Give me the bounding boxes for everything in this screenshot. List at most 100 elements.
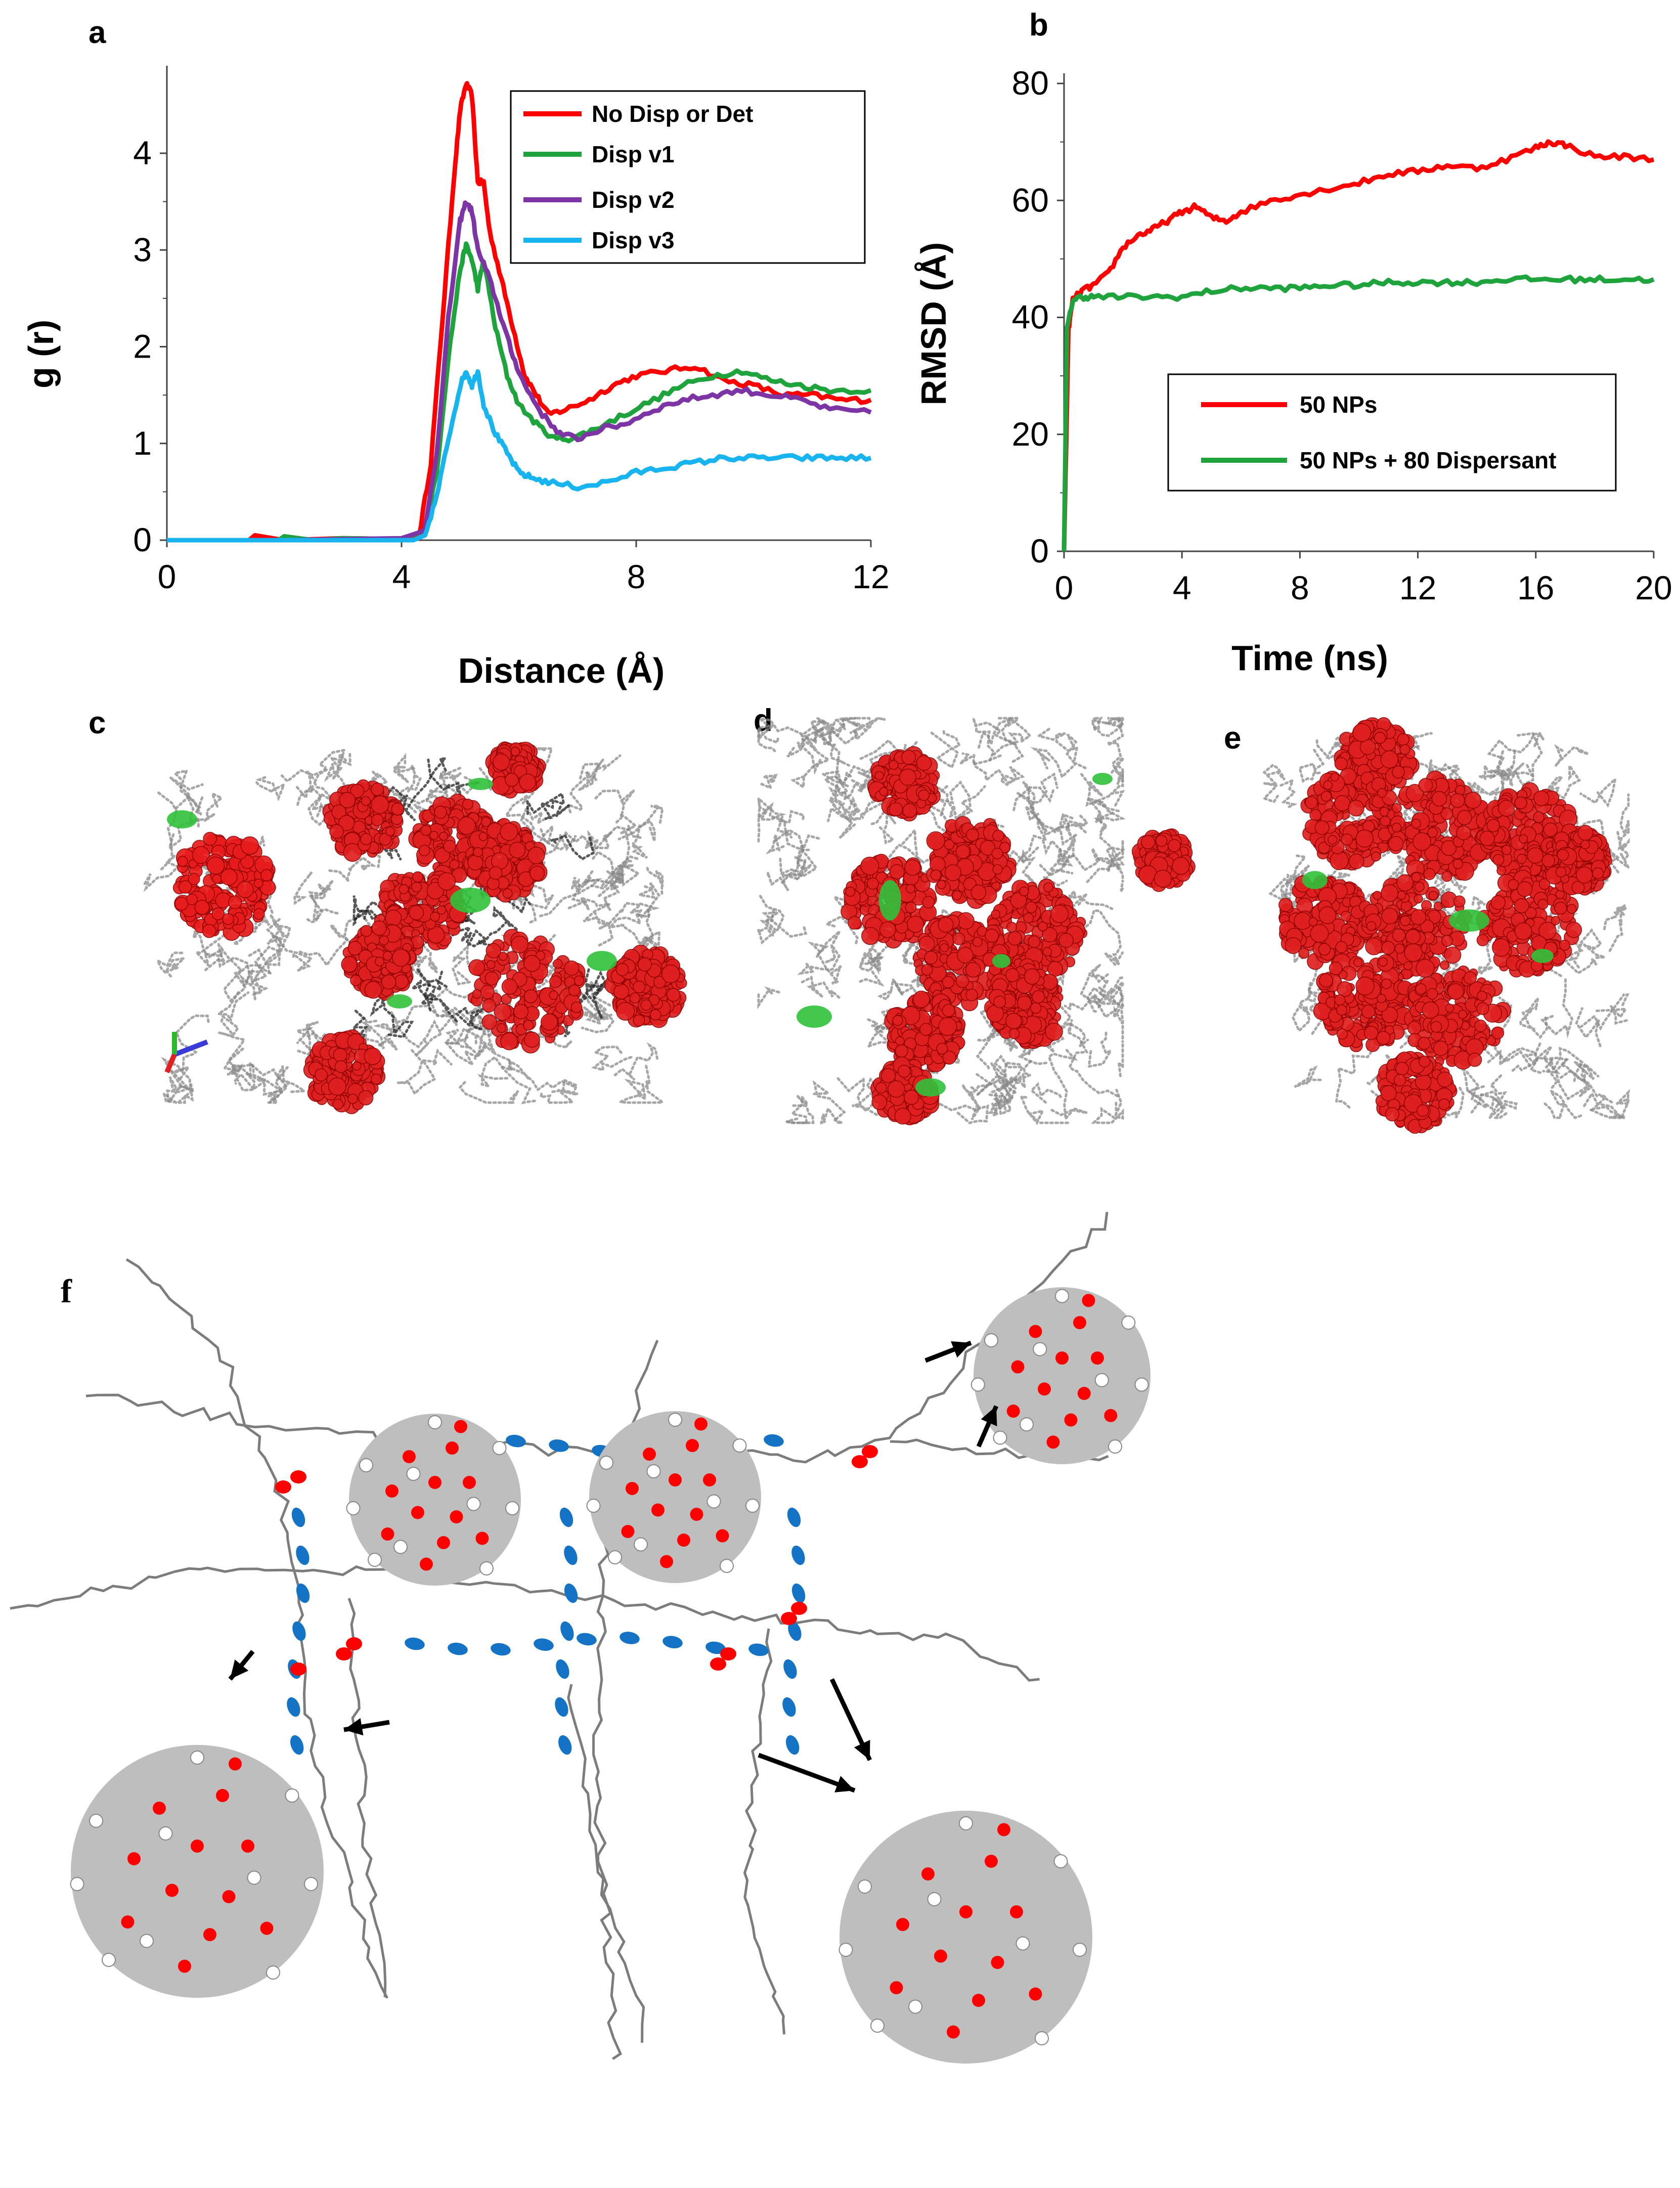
nanoparticle-bead xyxy=(500,1032,518,1051)
nanoparticle-bead xyxy=(347,1093,358,1104)
dispersant-fragment xyxy=(1092,773,1113,785)
nanoparticle-bead xyxy=(338,815,355,832)
active-site-red xyxy=(454,1420,467,1433)
polymer-chain xyxy=(1554,744,1589,767)
nanoparticle-bead xyxy=(391,802,405,816)
nanoparticle-bead xyxy=(1381,941,1395,955)
chart-a-legend: No Disp or Det Disp v1 Disp v2 Disp v3 xyxy=(510,90,866,264)
dispersant-bead-blue xyxy=(534,1638,554,1651)
surface-site-white xyxy=(492,1441,507,1455)
legend-label-b-0: 50 NPs xyxy=(1300,391,1377,418)
nanoparticle-bead xyxy=(1533,811,1545,823)
nanoparticle-bead xyxy=(1017,995,1032,1011)
surface-site-white xyxy=(479,1561,494,1576)
nanoparticle-bead xyxy=(549,975,562,988)
nanoparticle-bead xyxy=(861,927,879,945)
dispersant-bead-blue xyxy=(506,1434,526,1448)
nanoparticle-bead xyxy=(486,960,496,969)
polymer-chain xyxy=(304,1021,326,1056)
nanoparticle-bead xyxy=(370,1073,382,1085)
nanoparticle-bead xyxy=(480,817,491,827)
polymer-chain xyxy=(542,824,642,856)
nanoparticle-bead xyxy=(1366,921,1377,931)
nanoparticle-bead xyxy=(437,872,456,891)
nanoparticle-bead xyxy=(1450,793,1465,808)
surface-site-white xyxy=(393,1540,408,1554)
nanoparticle-bead xyxy=(1554,901,1567,915)
nanoparticle-bead xyxy=(1464,792,1482,809)
dispersant-bead-blue xyxy=(291,1507,305,1527)
series-line-disp-v2 xyxy=(167,200,872,543)
polymer-chain xyxy=(267,913,314,972)
nanoparticle-bead xyxy=(637,957,652,972)
nanoparticle-bead xyxy=(888,1080,905,1098)
polymer-chain-dark xyxy=(477,905,519,948)
nanoparticle-bead xyxy=(553,958,563,969)
nanoparticle-bead xyxy=(866,877,879,890)
nanoparticle-bead xyxy=(240,855,254,869)
nanoparticle-bead xyxy=(966,828,979,842)
nanoparticle-bead xyxy=(912,990,930,1008)
nanoparticle-bead xyxy=(409,905,424,921)
active-site-red xyxy=(403,1450,416,1463)
nanoparticle-bead xyxy=(1392,928,1406,942)
dispersant-bead-blue xyxy=(405,1637,425,1650)
nanoparticle-bead xyxy=(1377,787,1387,798)
polymer-chain xyxy=(613,1042,659,1081)
polymer-chain xyxy=(620,1065,667,1104)
nanoparticle-bead xyxy=(992,829,1004,842)
dispersant-fragment xyxy=(797,1005,832,1028)
nanoparticle-bead xyxy=(1320,791,1332,802)
polymer-chain xyxy=(192,928,250,974)
nanoparticle-bead xyxy=(957,912,975,930)
axis-triad-blue xyxy=(173,1039,208,1057)
nanoparticle-bead xyxy=(1043,882,1053,893)
nanoparticle-bead xyxy=(880,1068,896,1083)
nanoparticle-bead xyxy=(1400,915,1411,927)
nanoparticle-bead xyxy=(633,980,646,993)
polymer-chain xyxy=(566,762,601,814)
active-site-red xyxy=(703,1473,716,1486)
nanoparticle-bead xyxy=(1440,960,1450,970)
nanoparticle-bead xyxy=(1030,1002,1042,1014)
polymer-chain xyxy=(607,906,661,951)
nanoparticle-bead xyxy=(194,899,210,915)
nanoparticle-bead xyxy=(895,1036,905,1046)
nanoparticle-bead xyxy=(940,943,949,952)
nanoparticle-bead xyxy=(1565,922,1582,938)
polymer-chain xyxy=(1298,749,1325,783)
polymer-chain xyxy=(1108,754,1125,807)
nanoparticle-bead xyxy=(523,989,538,1003)
polymer-chain xyxy=(767,872,799,892)
dispersant-fragment xyxy=(468,778,493,790)
polymer-chain xyxy=(398,1048,453,1096)
nanoparticle-bead xyxy=(1371,851,1381,862)
series-line-50-nps-80-dispersant xyxy=(1062,274,1655,552)
polymer-chain xyxy=(223,964,272,1003)
nanoparticle-bead xyxy=(1498,800,1515,817)
nanoparticle-bead xyxy=(473,847,483,857)
nanoparticle-bead xyxy=(177,856,188,867)
nanoparticle-bead xyxy=(382,951,392,961)
dispersant-bead-blue xyxy=(296,1583,310,1603)
nanoparticle-bead xyxy=(952,932,965,945)
nanoparticle-bead xyxy=(541,1013,558,1031)
nanoparticle-bead xyxy=(1501,845,1512,855)
nanoparticle-bead xyxy=(1410,909,1427,925)
nanoparticle-bead xyxy=(1334,757,1348,771)
dispersant-fragment xyxy=(879,880,901,921)
panel-label-f: f xyxy=(61,1273,72,1310)
nanoparticle-bead xyxy=(955,844,970,859)
nanoparticle-bead xyxy=(240,836,259,855)
dispersant-bead-blue xyxy=(558,1735,572,1755)
active-site-red xyxy=(463,1476,476,1489)
dispersant-bead-blue xyxy=(564,1545,578,1565)
nanoparticle-bead xyxy=(1496,865,1507,876)
nanoparticle-bead xyxy=(188,872,200,886)
nanoparticle-bead xyxy=(1437,1071,1453,1087)
nanoparticle-bead xyxy=(192,846,210,864)
polymer-chain xyxy=(787,1095,815,1124)
nanoparticle-bead xyxy=(1028,935,1041,948)
nanoparticle-bead xyxy=(1412,832,1432,851)
